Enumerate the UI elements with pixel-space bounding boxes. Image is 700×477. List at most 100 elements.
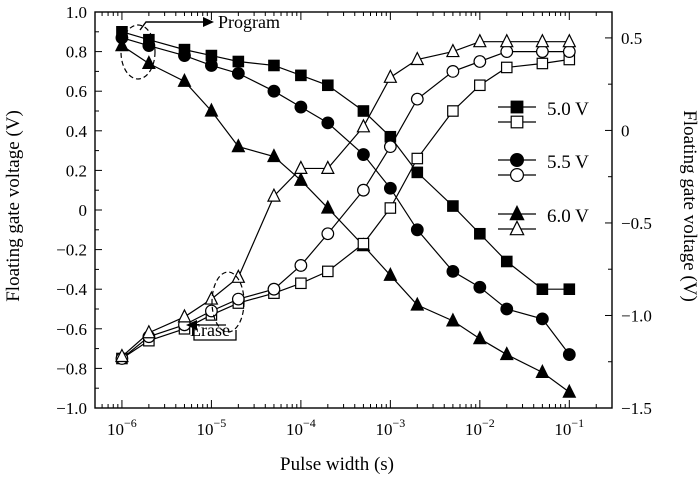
y-left-tick-label: 0.4	[66, 122, 88, 141]
data-point-erase-5-5-v	[231, 292, 245, 306]
data-point-program-6-0-v	[383, 267, 398, 281]
y-left-tick-label: −1.0	[56, 399, 87, 418]
data-point-program-6-0-v	[499, 346, 514, 361]
legend-label-6v: 6.0 V	[547, 206, 589, 227]
legend-marker-filled-1	[510, 153, 525, 168]
data-point-erase-5-5-v	[562, 45, 576, 58]
plot-frame	[94, 11, 613, 409]
data-point-erase-5-0-v	[411, 152, 424, 165]
y-left-tick-label: −0.2	[56, 241, 87, 260]
data-point-erase-6-0-v	[383, 69, 398, 83]
data-point-erase-5-5-v	[357, 183, 370, 197]
series-line-erase-6-0-v	[121, 41, 570, 357]
series-line-program-5-5-v	[121, 37, 570, 355]
data-point-erase-5-0-v	[500, 61, 513, 74]
data-point-program-5-5-v	[267, 84, 281, 98]
y-left-tick-label: 0	[79, 201, 88, 220]
y-left-tick-label: 0.8	[66, 43, 87, 62]
data-point-program-6-0-v	[445, 312, 460, 327]
y-left-tick-label: 0.2	[66, 161, 87, 180]
data-point-erase-6-0-v	[293, 160, 308, 174]
data-point-erase-6-0-v	[177, 308, 192, 323]
data-point-erase-5-5-v	[500, 45, 514, 58]
data-point-program-6-0-v	[231, 138, 246, 153]
series-lines	[121, 31, 570, 393]
legend: 5.0 V 5.5 V 6.0 V	[498, 99, 589, 236]
y-right-tick-label: 0.5	[621, 29, 642, 48]
data-point-program-5-0-v	[563, 283, 576, 295]
data-point-erase-6-0-v	[410, 51, 425, 66]
legend-marker-open-0	[510, 115, 524, 129]
x-axis-title: Pulse width (s)	[280, 454, 394, 475]
series-line-program-5-0-v	[121, 31, 570, 290]
y-right-tick-label: −1.5	[621, 399, 652, 418]
data-point-program-5-5-v	[473, 280, 487, 294]
x-tick-label: 10−3	[375, 416, 405, 439]
data-point-erase-6-0-v	[141, 324, 156, 339]
legend-marker-open-2	[509, 219, 525, 236]
data-point-erase-5-5-v	[410, 92, 424, 106]
data-point-program-5-5-v	[357, 148, 370, 161]
program-dashed-ellipse	[120, 24, 156, 80]
erase-arrow-head	[186, 320, 197, 330]
data-point-program-5-5-v	[446, 264, 460, 278]
data-point-program-5-5-v	[231, 66, 245, 80]
program-arrow-line	[139, 21, 205, 31]
data-point-erase-5-0-v	[295, 277, 307, 290]
data-point-erase-5-5-v	[383, 140, 397, 154]
data-point-program-5-0-v	[500, 255, 513, 268]
series-line-erase-5-0-v	[121, 58, 570, 360]
data-point-program-5-0-v	[474, 227, 486, 240]
data-point-erase-5-0-v	[384, 202, 397, 214]
y-left-tick-label: −0.8	[56, 359, 87, 378]
data-point-program-6-0-v	[114, 37, 129, 52]
data-point-erase-6-0-v	[356, 118, 371, 133]
y-left-tick-label: −0.6	[56, 320, 87, 339]
data-point-erase-5-0-v	[447, 105, 459, 117]
data-point-program-5-5-v	[321, 116, 335, 130]
data-point-program-5-0-v	[357, 105, 370, 117]
data-point-program-5-0-v	[232, 55, 245, 68]
y-right-tick-label: 0	[621, 121, 630, 140]
data-point-program-5-0-v	[536, 283, 549, 295]
y-right-tick-label: −1.0	[621, 306, 652, 325]
data-point-program-5-5-v	[178, 49, 191, 62]
data-point-program-5-0-v	[447, 200, 459, 212]
x-tick-label: 10−6	[107, 416, 137, 439]
y-axis-right-title: Floating gate voltage (V)	[679, 110, 700, 302]
data-point-erase-6-0-v	[535, 33, 550, 48]
data-point-program-5-5-v	[205, 59, 218, 72]
data-point-erase-5-5-v	[267, 282, 281, 296]
data-point-erase-5-5-v	[473, 55, 487, 68]
data-point-program-6-0-v	[204, 102, 219, 117]
data-point-erase-5-5-v	[535, 45, 549, 58]
legend-marker-filled-0	[510, 100, 524, 114]
series-line-erase-5-5-v	[121, 50, 570, 359]
data-point-program-5-5-v	[535, 312, 549, 326]
data-point-program-5-5-v	[410, 223, 424, 237]
data-point-program-6-0-v	[141, 55, 156, 70]
y-right-tick-label: −0.5	[621, 214, 652, 233]
data-point-program-6-0-v	[535, 364, 550, 378]
series-markers	[114, 26, 577, 398]
series-line-program-6-0-v	[121, 45, 570, 393]
data-point-erase-6-0-v	[114, 348, 129, 363]
data-point-erase-6-0-v	[204, 290, 219, 305]
data-point-erase-5-0-v	[474, 79, 486, 92]
x-tick-label: 10−4	[286, 416, 316, 439]
x-tick-label: 10−2	[465, 416, 495, 439]
annotations: Program Erase	[120, 12, 280, 341]
program-arrow-head	[203, 17, 214, 27]
data-point-erase-6-0-v	[320, 160, 335, 174]
legend-marker-open-1	[510, 168, 525, 183]
data-point-erase-5-0-v	[536, 57, 549, 70]
data-point-program-6-0-v	[410, 296, 425, 311]
data-point-erase-6-0-v	[445, 43, 460, 58]
data-point-erase-6-0-v	[499, 33, 514, 48]
data-point-program-6-0-v	[472, 330, 487, 345]
data-point-erase-6-0-v	[472, 33, 487, 48]
data-point-program-6-0-v	[293, 171, 308, 186]
data-point-erase-5-0-v	[357, 237, 370, 250]
data-point-erase-5-5-v	[205, 304, 218, 318]
